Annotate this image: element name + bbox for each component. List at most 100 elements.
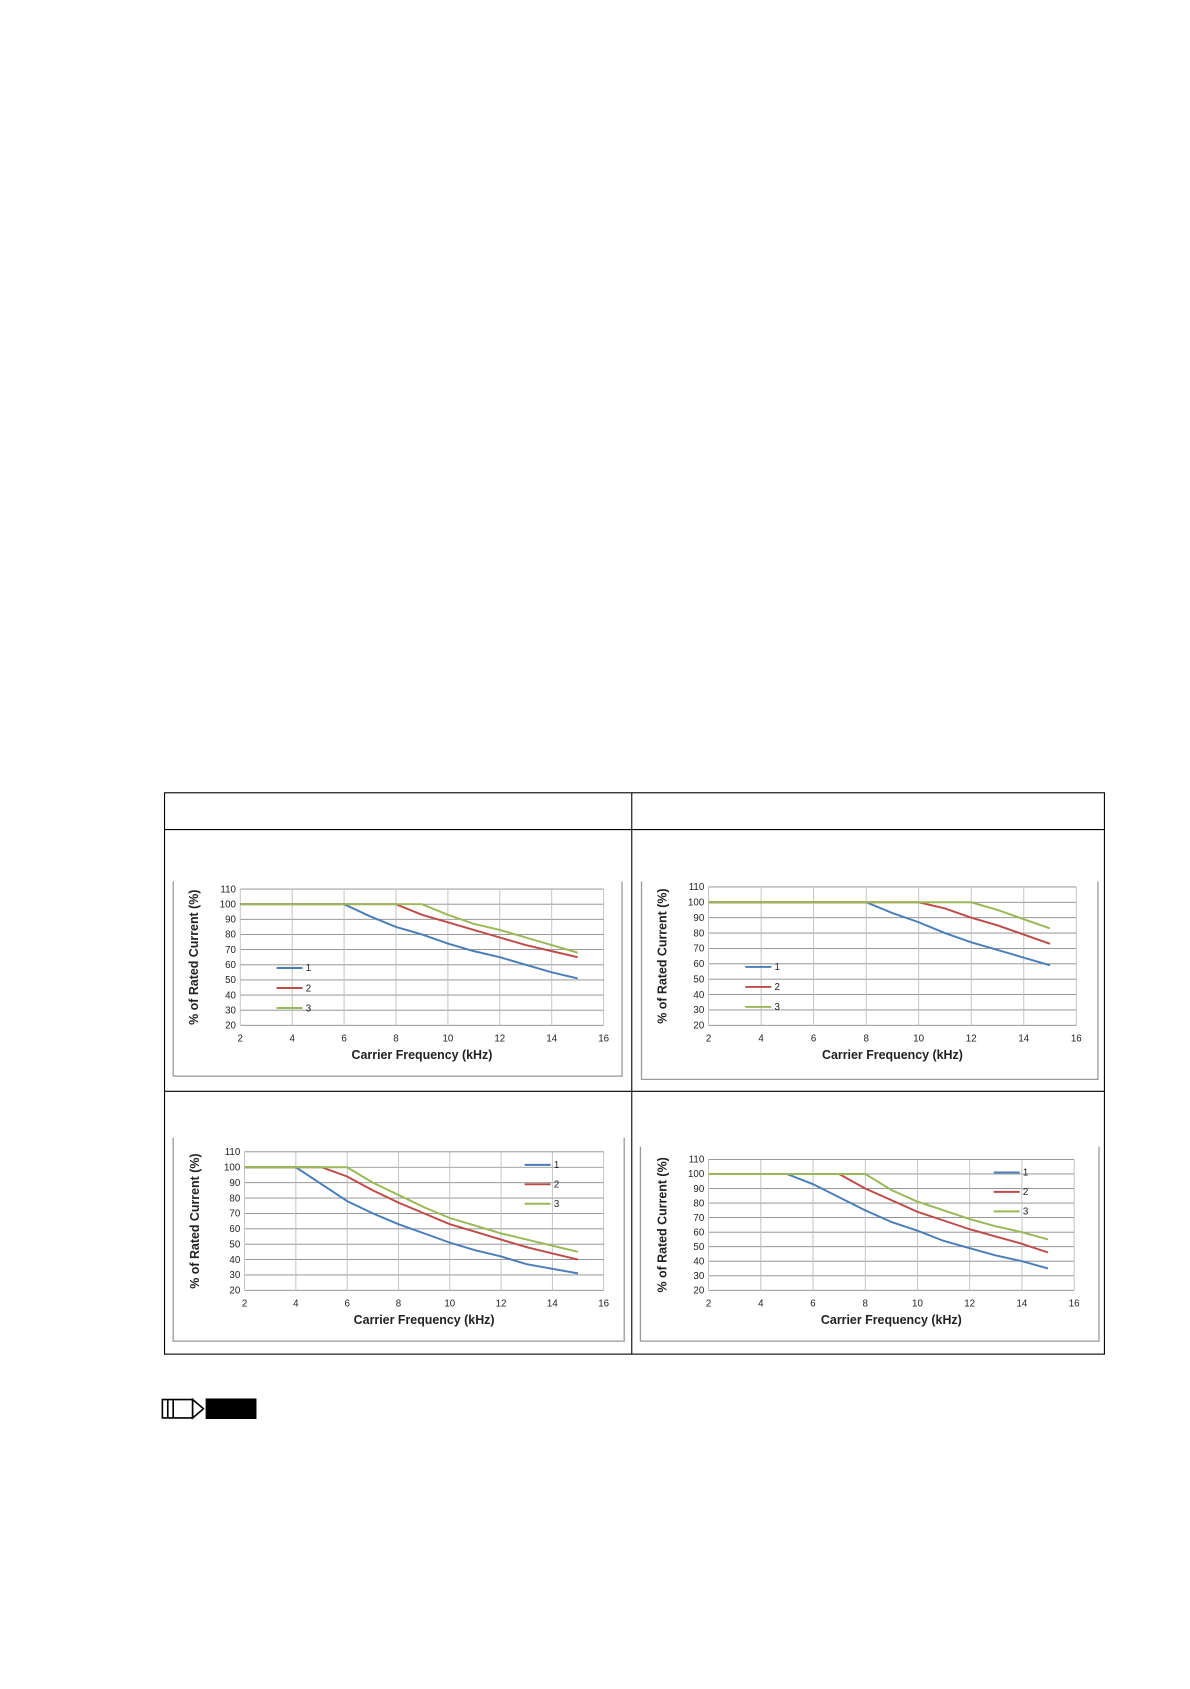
y-tick-label: 30: [693, 1005, 704, 1016]
y-tick-label: 80: [693, 1198, 704, 1209]
table-border: [163, 792, 1105, 1355]
y-axis-label: % of Rated Current (%): [655, 888, 669, 1023]
pencil-tip: [191, 1397, 205, 1420]
y-tick-label: 30: [693, 1271, 704, 1282]
series-line: [708, 901, 1051, 967]
y-tick-label: 100: [688, 898, 705, 909]
y-tick-label: 90: [229, 1178, 240, 1189]
x-tick-label: 2: [242, 1299, 247, 1310]
x-tick-label: 4: [758, 1034, 764, 1045]
y-tick-label: 50: [693, 1242, 704, 1253]
x-tick-label: 14: [1017, 1299, 1028, 1310]
legend-label: 1: [775, 962, 780, 973]
x-axis-label: Carrier Frequency (kHz): [822, 1048, 963, 1062]
x-tick-label: 2: [238, 1034, 243, 1045]
x-tick-label: 10: [444, 1299, 455, 1310]
x-tick-label: 14: [546, 1034, 557, 1045]
y-tick-label: 90: [693, 913, 704, 924]
y-tick-label: 100: [220, 899, 237, 910]
x-tick-label: 16: [598, 1034, 609, 1045]
legend-label: 1: [1023, 1168, 1028, 1179]
y-tick-label: 60: [693, 1227, 704, 1238]
legend-label: 2: [1023, 1187, 1028, 1198]
series-line: [708, 1173, 1049, 1241]
x-tick-label: 6: [811, 1034, 816, 1045]
note-box: [205, 1398, 257, 1420]
legend-label: 2: [306, 983, 311, 994]
x-tick-label: 12: [964, 1299, 975, 1310]
chart-frame: [640, 881, 1099, 1081]
x-tick-label: 8: [393, 1034, 398, 1045]
x-tick-label: 12: [496, 1299, 507, 1310]
y-tick-label: 40: [693, 990, 704, 1001]
y-tick-label: 80: [225, 930, 236, 941]
y-tick-label: 100: [688, 1169, 705, 1180]
x-tick-label: 6: [344, 1299, 349, 1310]
x-tick-label: 8: [863, 1034, 868, 1045]
y-tick-label: 80: [229, 1193, 240, 1204]
y-tick-label: 20: [693, 1021, 704, 1032]
legend-label: 1: [554, 1160, 559, 1171]
legend-label: 3: [1023, 1207, 1028, 1218]
x-tick-label: 4: [758, 1299, 764, 1310]
table-frame: [163, 792, 1105, 1355]
y-tick-label: 70: [229, 1209, 240, 1220]
x-tick-label: 2: [706, 1034, 711, 1045]
x-axis-label: Carrier Frequency (kHz): [352, 1048, 493, 1062]
x-tick-label: 12: [966, 1034, 977, 1045]
note-icon: [161, 1397, 257, 1420]
y-tick-label: 110: [689, 1155, 705, 1166]
y-tick-label: 50: [225, 975, 236, 986]
y-tick-label: 70: [693, 1213, 704, 1224]
y-tick-label: 40: [693, 1256, 704, 1267]
y-tick-label: 50: [693, 974, 704, 985]
y-tick-label: 70: [225, 945, 236, 956]
legend-label: 2: [775, 982, 780, 993]
y-tick-label: 70: [693, 944, 704, 955]
x-tick-label: 6: [810, 1299, 815, 1310]
chart-frame: [172, 1137, 625, 1342]
x-tick-label: 10: [443, 1034, 454, 1045]
y-tick-label: 20: [229, 1286, 240, 1297]
series-line: [244, 1166, 579, 1253]
x-tick-label: 8: [396, 1299, 401, 1310]
y-tick-label: 30: [229, 1270, 240, 1281]
chart-frame: [639, 1146, 1100, 1342]
x-tick-label: 2: [706, 1299, 711, 1310]
y-tick-label: 50: [229, 1239, 240, 1250]
x-tick-label: 16: [598, 1299, 609, 1310]
y-axis-label: % of Rated Current (%): [188, 1153, 202, 1288]
y-tick-label: 80: [693, 928, 704, 939]
x-axis-label: Carrier Frequency (kHz): [821, 1313, 962, 1327]
x-tick-label: 10: [912, 1299, 923, 1310]
y-tick-label: 30: [225, 1005, 236, 1016]
x-tick-label: 8: [863, 1299, 868, 1310]
x-tick-label: 4: [293, 1299, 299, 1310]
y-tick-label: 90: [693, 1184, 704, 1195]
y-tick-label: 110: [225, 1147, 241, 1158]
series-line: [708, 901, 1051, 930]
x-axis-label: Carrier Frequency (kHz): [354, 1313, 495, 1327]
x-tick-label: 16: [1071, 1034, 1082, 1045]
x-tick-label: 6: [341, 1034, 346, 1045]
legend-label: 3: [775, 1002, 780, 1013]
y-tick-label: 110: [220, 884, 236, 895]
y-tick-label: 60: [693, 959, 704, 970]
legend-label: 2: [554, 1180, 559, 1191]
series-line: [244, 1166, 579, 1275]
x-tick-label: 10: [913, 1034, 924, 1045]
y-tick-label: 40: [225, 990, 236, 1001]
x-tick-label: 14: [1018, 1034, 1029, 1045]
y-tick-label: 60: [229, 1224, 240, 1235]
legend-label: 1: [306, 963, 311, 974]
pencil-body: [161, 1398, 194, 1419]
y-axis-label: % of Rated Current (%): [655, 1157, 669, 1292]
x-tick-label: 14: [547, 1299, 558, 1310]
x-tick-label: 12: [494, 1034, 505, 1045]
